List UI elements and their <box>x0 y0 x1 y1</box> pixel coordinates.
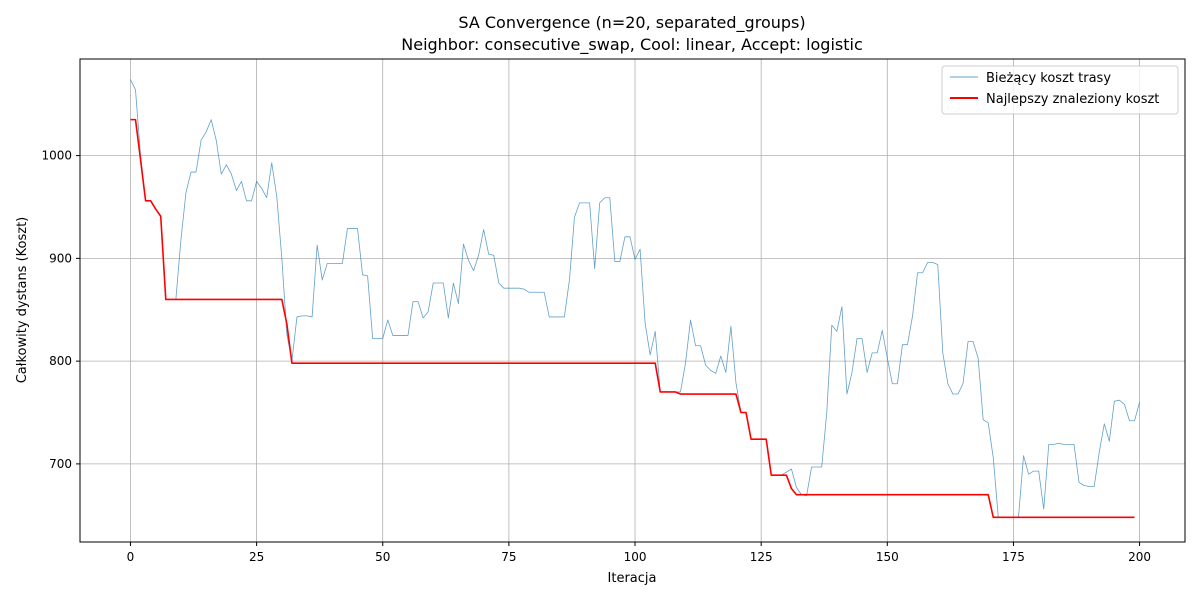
grid <box>80 59 1185 542</box>
legend-box <box>941 65 1179 115</box>
legend: Bieżący koszt trasy Najlepszy znaleziony… <box>941 65 1179 115</box>
plot-frame <box>79 58 1186 543</box>
y-tick-label: 800 <box>49 354 72 368</box>
x-tick-label: 75 <box>501 550 516 564</box>
series-line-best-cost <box>130 118 1135 519</box>
x-tick-label: 125 <box>750 550 773 564</box>
legend-label-current: Bieżący koszt trasy <box>986 71 1111 86</box>
y-tick-label: 900 <box>49 251 72 265</box>
x-axis-label: Iteracja <box>608 571 657 586</box>
x-tick-label: 200 <box>1128 550 1151 564</box>
x-axis-ticks: 0 25 50 75 100 125 150 175 200 <box>127 542 1151 564</box>
series-lines <box>130 79 1140 519</box>
series-line-current-cost <box>130 79 1140 518</box>
y-tick-label: 700 <box>49 457 72 471</box>
x-tick-label: 25 <box>249 550 264 564</box>
y-tick-label: 1000 <box>41 149 72 163</box>
chart-title: SA Convergence (n=20, separated_groups) <box>458 13 805 33</box>
x-tick-label: 100 <box>624 550 647 564</box>
x-tick-label: 150 <box>876 550 899 564</box>
y-axis-label: Całkowity dystans (Koszt) <box>15 217 30 384</box>
x-tick-label: 175 <box>1002 550 1025 564</box>
x-tick-label: 0 <box>127 550 135 564</box>
y-axis-ticks: 700 800 900 1000 <box>41 149 80 471</box>
x-tick-label: 50 <box>375 550 390 564</box>
legend-label-best: Najlepszy znaleziony koszt <box>986 92 1159 107</box>
chart-subtitle: Neighbor: consecutive_swap, Cool: linear… <box>401 35 863 55</box>
